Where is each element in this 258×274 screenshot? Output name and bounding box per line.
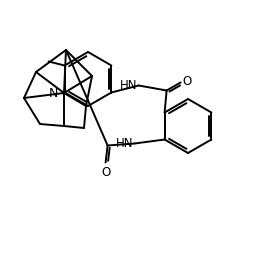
Text: N: N bbox=[49, 87, 59, 100]
Text: O: O bbox=[101, 167, 110, 179]
Text: HN: HN bbox=[120, 79, 138, 92]
Text: O: O bbox=[183, 75, 192, 88]
Text: HN: HN bbox=[116, 137, 134, 150]
